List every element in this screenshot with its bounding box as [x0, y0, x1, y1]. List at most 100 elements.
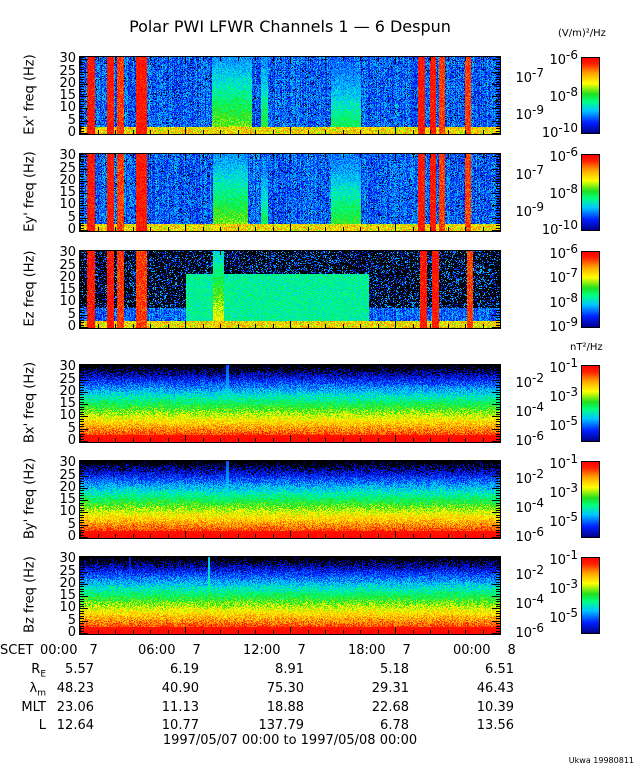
- x-tick-mark: [272, 534, 274, 538]
- y-tick-mark: [496, 423, 500, 425]
- y-tick-label: 15: [59, 396, 76, 412]
- x-tick-mark: [132, 154, 134, 158]
- x-tick-mark: [272, 461, 274, 465]
- y-tick-mark: [80, 66, 84, 68]
- y-tick-label: 15: [59, 282, 76, 298]
- x-tick-mark: [272, 227, 274, 231]
- y-tick-mark: [80, 115, 84, 117]
- x-tick-mark: [80, 321, 81, 328]
- ephemeris-value: 137.79: [258, 718, 305, 733]
- x-tick-mark: [202, 251, 204, 255]
- y-tick-mark: [80, 106, 84, 108]
- x-tick-mark: [430, 557, 431, 561]
- colorbar-tick-exponent: -5: [566, 510, 578, 525]
- y-tick-mark: [80, 593, 84, 595]
- y-tick-mark: [496, 532, 500, 534]
- y-tick-mark: [496, 384, 500, 386]
- y-tick-mark: [496, 260, 500, 262]
- y-tick-mark: [496, 527, 500, 529]
- x-tick-mark: [307, 461, 309, 465]
- x-tick-mark: [377, 57, 379, 61]
- x-tick-mark: [167, 324, 169, 328]
- x-tick-mark: [395, 321, 396, 328]
- y-axis-label: Ex' freq (Hz): [22, 54, 38, 135]
- x-tick-mark: [447, 130, 449, 134]
- y-tick-mark: [80, 591, 84, 593]
- y-tick-mark: [80, 190, 84, 192]
- y-tick-mark: [496, 118, 500, 120]
- x-tick-mark: [325, 630, 326, 634]
- x-tick-mark: [150, 324, 151, 328]
- y-tick-mark: [496, 317, 500, 319]
- x-tick-mark: [255, 461, 256, 465]
- colorbar-tick-base: 10: [549, 53, 567, 68]
- y-tick-mark: [80, 475, 88, 477]
- colorbar-tick-base: 10: [549, 320, 567, 335]
- colorbar-tick-exponent: -7: [532, 163, 544, 178]
- x-tick-mark: [237, 461, 239, 465]
- y-tick-mark: [80, 369, 84, 371]
- x-tick-mark: [202, 438, 204, 442]
- y-tick-mark: [496, 465, 500, 467]
- y-tick-mark: [80, 581, 84, 583]
- y-tick-mark: [496, 529, 500, 531]
- y-tick-mark: [492, 133, 500, 134]
- y-tick-mark: [496, 86, 500, 88]
- x-tick-mark: [360, 57, 361, 61]
- x-tick-mark: [307, 557, 309, 561]
- x-tick-mark: [185, 531, 186, 538]
- y-tick-mark: [80, 566, 84, 568]
- y-tick-mark: [496, 220, 500, 222]
- x-tick-mark: [237, 130, 239, 134]
- x-tick-mark: [290, 57, 291, 64]
- x-tick-mark: [325, 227, 326, 231]
- x-tick-mark: [412, 154, 414, 158]
- y-tick-mark: [80, 431, 84, 433]
- y-tick-mark: [496, 588, 500, 590]
- y-tick-mark: [496, 195, 500, 197]
- y-tick-mark: [496, 91, 500, 93]
- x-tick-mark: [465, 227, 466, 231]
- x-tick-mark: [412, 227, 414, 231]
- spectrogram-panel: [79, 250, 501, 329]
- colorbar-tick-label: 10-1: [549, 549, 578, 567]
- x-tick-mark: [185, 57, 186, 64]
- x-tick-mark: [465, 630, 466, 634]
- y-tick-mark: [80, 173, 84, 175]
- x-tick-mark: [500, 557, 501, 564]
- colorbar-tick-label: 10-6: [515, 526, 544, 544]
- colorbar-tick-exponent: -6: [566, 145, 578, 159]
- x-tick-mark: [132, 534, 134, 538]
- y-tick-mark: [80, 210, 84, 212]
- x-tick-mark: [80, 531, 81, 538]
- ephemeris-value: 5.18: [380, 662, 409, 677]
- x-tick-mark: [97, 630, 99, 634]
- y-tick-mark: [80, 416, 88, 418]
- x-tick-mark: [465, 57, 466, 61]
- y-tick-mark: [80, 571, 88, 573]
- y-tick-mark: [80, 230, 88, 231]
- y-tick-mark: [496, 401, 500, 403]
- x-tick-mark: [342, 534, 344, 538]
- colorbar-tick-exponent: -1: [566, 356, 578, 370]
- ephemeris-value: 6.51: [485, 662, 514, 677]
- colorbar-tick-label: 10-9: [515, 201, 544, 219]
- x-tick-mark: [220, 227, 221, 231]
- x-tick-mark: [202, 461, 204, 465]
- y-tick-mark: [496, 324, 500, 326]
- y-tick-mark: [496, 473, 500, 475]
- y-tick-mark: [496, 255, 500, 257]
- x-tick-mark: [237, 557, 239, 561]
- y-tick-mark: [496, 154, 500, 155]
- y-tick-mark: [80, 88, 84, 90]
- x-tick-mark: [202, 130, 204, 134]
- y-tick-label: 5: [67, 209, 76, 225]
- y-tick-mark: [80, 583, 88, 585]
- x-tick-mark: [500, 435, 501, 442]
- x-tick-mark: [447, 251, 449, 255]
- x-tick-mark: [115, 461, 116, 465]
- colorbar-tick-exponent: -9: [566, 315, 578, 329]
- y-tick-mark: [496, 628, 500, 630]
- y-tick-mark: [496, 495, 500, 497]
- y-tick-mark: [496, 557, 500, 558]
